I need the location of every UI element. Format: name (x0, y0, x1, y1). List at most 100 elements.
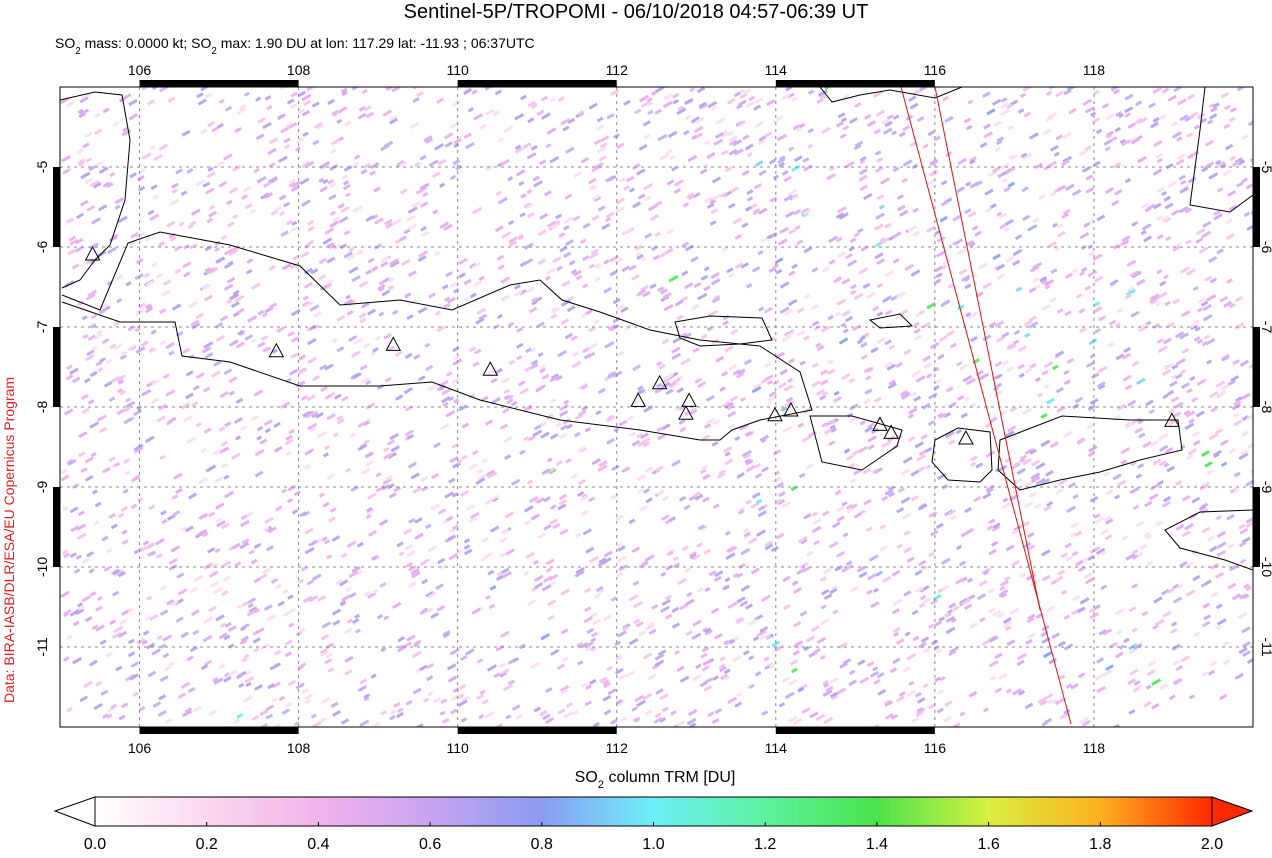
speckle (215, 614, 225, 622)
speckle (445, 271, 453, 278)
speckle (114, 197, 124, 205)
speckle (1219, 295, 1228, 303)
speckle (439, 221, 450, 229)
speckle (702, 659, 712, 667)
speckle (766, 98, 776, 107)
data-credit: Data: BIRA-IASB/DLR/ESA/EU Copernicus Pr… (1, 377, 17, 703)
speckle (1071, 268, 1078, 274)
speckle (1048, 87, 1057, 91)
speckle (595, 585, 604, 593)
speckle (328, 194, 337, 201)
speckle (428, 292, 436, 299)
speckle (1185, 410, 1196, 418)
speckle (908, 407, 918, 415)
speckle (367, 257, 375, 264)
speckle (1152, 202, 1162, 210)
speckle (1068, 107, 1077, 115)
speckle (668, 274, 679, 283)
speckle (251, 714, 260, 722)
speckle (216, 520, 226, 528)
speckle (1057, 640, 1066, 648)
speckle (914, 569, 923, 576)
speckle (1062, 132, 1072, 140)
speckle (237, 682, 245, 689)
speckle (234, 126, 242, 134)
speckle (557, 349, 568, 358)
frame-bar (139, 727, 299, 734)
speckle (489, 585, 497, 591)
speckle (302, 131, 309, 138)
speckle (1228, 204, 1238, 212)
speckle (332, 216, 340, 223)
speckle (508, 321, 515, 328)
speckle (529, 362, 539, 370)
speckle (817, 89, 828, 98)
speckle (78, 431, 88, 439)
speckle (62, 656, 70, 662)
speckle (503, 388, 510, 395)
speckle (338, 105, 348, 113)
speckle (984, 188, 994, 196)
speckle (281, 263, 292, 271)
speckle (534, 296, 543, 303)
speckle (345, 294, 352, 300)
speckle (1089, 546, 1101, 554)
speckle (274, 649, 282, 656)
speckle (381, 484, 390, 491)
speckle (704, 586, 711, 593)
speckle (532, 429, 543, 437)
speckle (419, 201, 429, 208)
speckle (524, 257, 534, 266)
x-tick-label: 112 (606, 62, 629, 78)
speckle (871, 305, 880, 312)
swath-edge (900, 87, 1072, 725)
speckle (900, 391, 911, 399)
speckle (467, 107, 475, 113)
speckle (1228, 302, 1236, 309)
volcano-marker (681, 392, 697, 407)
speckle (372, 347, 379, 353)
speckle (840, 373, 851, 381)
speckle (232, 542, 241, 550)
speckle (422, 697, 430, 703)
speckle (1163, 462, 1170, 468)
speckle (815, 342, 822, 348)
speckle (1095, 516, 1105, 524)
speckle (992, 522, 1001, 529)
speckle (874, 223, 884, 231)
speckle (792, 124, 801, 131)
speckle (768, 390, 777, 398)
speckle (76, 523, 87, 531)
speckle (541, 468, 551, 476)
speckle (99, 426, 108, 434)
speckle (550, 97, 557, 103)
speckle (549, 375, 558, 383)
speckle (180, 402, 191, 410)
y-tick-label: -9 (34, 481, 50, 494)
speckle (84, 353, 95, 362)
speckle (389, 714, 396, 721)
speckle (460, 717, 467, 723)
speckle (1155, 152, 1164, 159)
speckle (93, 702, 103, 710)
speckle (449, 122, 458, 129)
speckle (724, 458, 734, 466)
speckle (1198, 504, 1207, 511)
speckle (246, 608, 257, 617)
speckle (1026, 616, 1035, 624)
speckle (295, 682, 305, 690)
speckle (212, 676, 219, 683)
speckle (1220, 439, 1229, 447)
speckle (1172, 659, 1181, 666)
speckle (1141, 610, 1149, 617)
speckle (1040, 477, 1051, 486)
speckle (293, 490, 302, 497)
speckle (160, 509, 167, 516)
speckle (545, 267, 556, 275)
speckle (69, 552, 77, 558)
speckle (702, 627, 709, 633)
speckle (141, 389, 152, 397)
speckle (712, 419, 721, 426)
speckle (960, 412, 968, 419)
speckle (1224, 143, 1234, 151)
